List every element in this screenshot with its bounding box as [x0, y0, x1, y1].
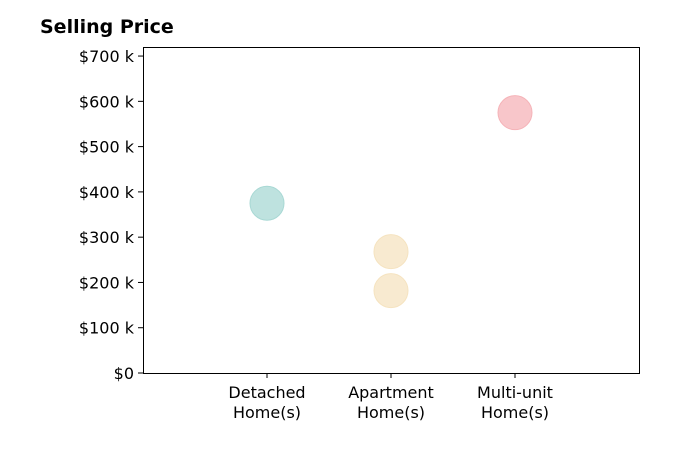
data-point	[373, 234, 409, 270]
data-point	[497, 95, 533, 131]
plot-frame	[143, 47, 640, 374]
x-tick-label: Apartment Home(s)	[348, 383, 434, 422]
data-point	[373, 273, 409, 309]
chart-title: Selling Price	[40, 16, 174, 38]
y-tick-label: $700 k	[79, 47, 135, 66]
y-tick-label: $400 k	[79, 183, 135, 202]
x-tick-label: Detached Home(s)	[228, 383, 305, 422]
x-tick-label: Multi-unit Home(s)	[477, 383, 553, 422]
y-tick-label: $300 k	[79, 228, 135, 247]
data-point	[249, 185, 285, 221]
y-axis: $0 $100 k $200 k $300 k $400 k $500 k $600 k $7…	[79, 47, 143, 383]
x-axis: Detached Home(s) Apartment Home(s) Multi-uni…	[228, 373, 553, 422]
y-tick-label: $200 k	[79, 273, 135, 292]
points-layer	[249, 95, 533, 309]
y-tick-label: $0	[114, 364, 134, 383]
y-tick-label: $600 k	[79, 92, 135, 111]
y-tick-label: $100 k	[79, 319, 135, 338]
y-tick-label: $500 k	[79, 138, 135, 157]
